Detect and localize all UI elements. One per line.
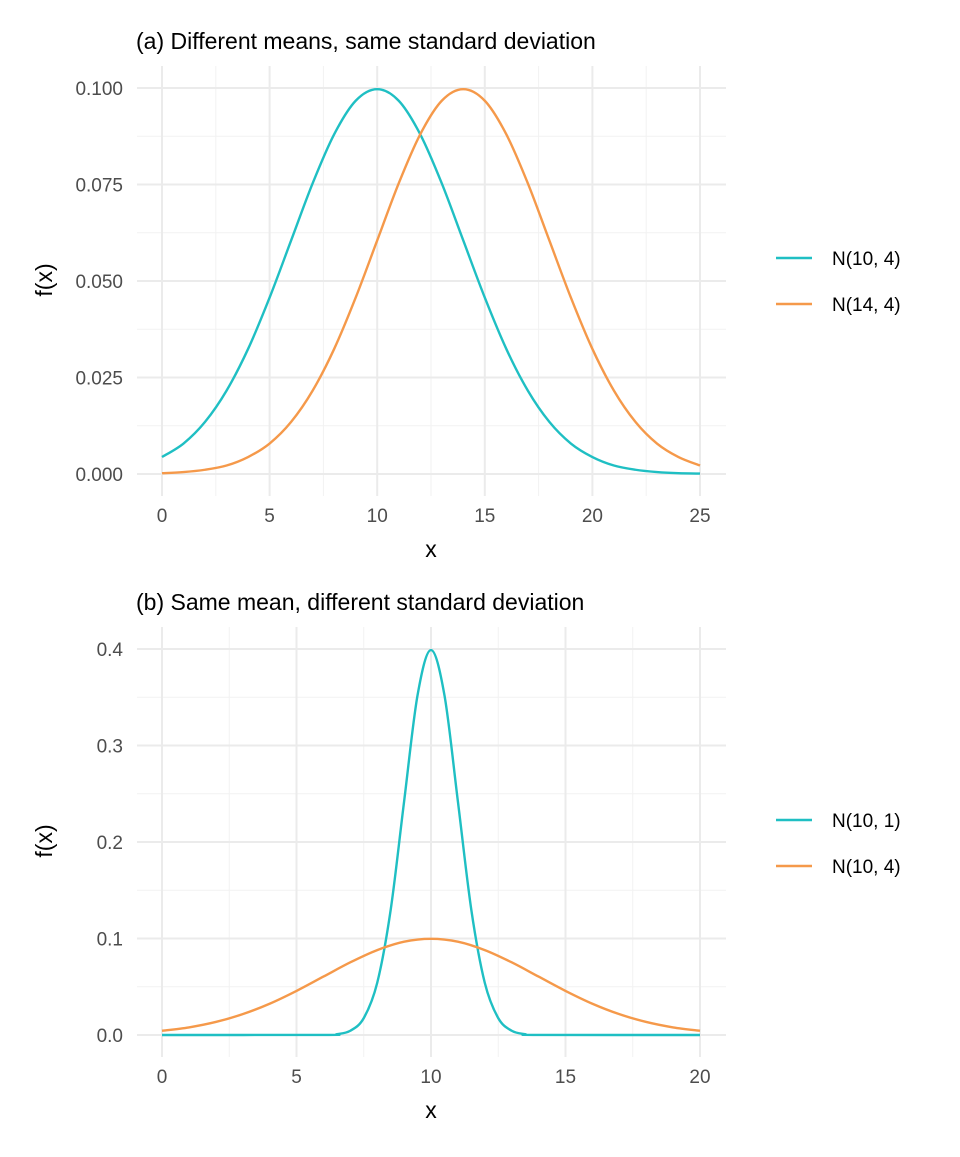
grid <box>137 627 726 1057</box>
legend-label-2: N(10, 4) <box>832 857 901 878</box>
y-tick-label: 0.075 <box>75 176 123 197</box>
legend-label-2: N(14, 4) <box>832 295 901 316</box>
grid <box>137 66 726 496</box>
x-tick-label: 20 <box>689 1067 710 1088</box>
y-axis-label: f(x) <box>31 824 57 857</box>
chart-title: (b) Same mean, different standard deviat… <box>136 589 584 615</box>
y-tick-label: 0.2 <box>97 833 123 854</box>
y-tick-label: 0.050 <box>75 272 123 293</box>
series-line-1 <box>161 648 701 1037</box>
series-line-2 <box>161 87 701 475</box>
y-tick-label: 0.4 <box>97 640 124 661</box>
x-tick-label: 15 <box>474 506 495 527</box>
x-tick-label: 0 <box>157 1067 168 1088</box>
panel-b: (b) Same mean, different standard deviat… <box>31 589 901 1123</box>
x-tick-label: 15 <box>555 1067 576 1088</box>
y-tick-label: 0.0 <box>97 1026 123 1047</box>
panel-a: (a) Different means, same standard devia… <box>31 28 901 562</box>
legend-label-1: N(10, 1) <box>832 811 901 832</box>
legend-label-1: N(10, 4) <box>832 249 901 270</box>
x-tick-label: 5 <box>264 506 275 527</box>
y-axis-label: f(x) <box>31 263 57 296</box>
y-tick-label: 0.100 <box>75 79 123 100</box>
x-axis-label: x <box>425 536 437 562</box>
x-tick-label: 20 <box>582 506 603 527</box>
chart-title: (a) Different means, same standard devia… <box>136 28 596 54</box>
y-tick-label: 0.025 <box>75 369 123 390</box>
y-tick-label: 0.1 <box>97 930 123 951</box>
x-tick-label: 0 <box>157 506 168 527</box>
series-line-1 <box>161 87 701 475</box>
x-tick-label: 25 <box>689 506 710 527</box>
y-tick-label: 0.000 <box>75 465 123 486</box>
x-tick-label: 10 <box>367 506 388 527</box>
y-tick-label: 0.3 <box>97 737 123 758</box>
x-tick-label: 5 <box>291 1067 302 1088</box>
x-tick-label: 10 <box>420 1067 441 1088</box>
series-line-2 <box>161 937 701 1032</box>
x-axis-label: x <box>425 1097 437 1123</box>
